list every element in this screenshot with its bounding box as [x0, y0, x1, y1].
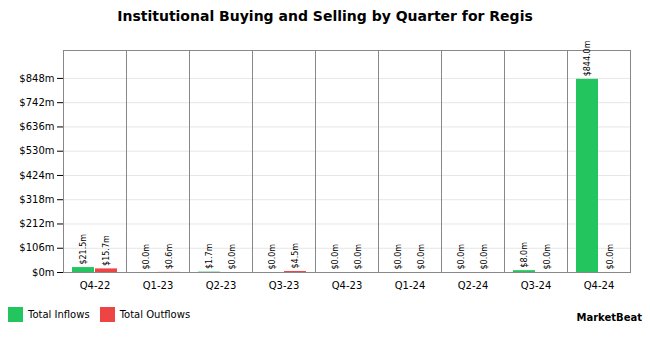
svg-text:$318m: $318m — [19, 194, 54, 205]
html-text:Total Outflows: Total Outflows — [119, 309, 191, 320]
svg-text:$4.5m: $4.5m — [291, 243, 300, 269]
svg-text:Q4-23: Q4-23 — [332, 280, 363, 291]
svg-text:$848m: $848m — [19, 73, 54, 84]
svg-text:$0.0m: $0.0m — [228, 244, 237, 270]
svg-text:$0.0m: $0.0m — [142, 244, 151, 270]
svg-text:$0.0m: $0.0m — [394, 244, 403, 270]
svg-text:$0m: $0m — [32, 267, 54, 278]
svg-text:Q1-23: Q1-23 — [143, 280, 174, 291]
svg-text:$636m: $636m — [19, 121, 54, 132]
svg-text:Q2-24: Q2-24 — [458, 280, 489, 291]
svg-text:Q1-24: Q1-24 — [395, 280, 426, 291]
svg-text:$212m: $212m — [19, 218, 54, 229]
html-text:Institutional Buying and Selli: Institutional Buying and Selling by Quar… — [117, 8, 533, 24]
svg-text:$0.0m: $0.0m — [543, 244, 552, 270]
svg-text:$106m: $106m — [19, 242, 54, 253]
html-text:Total Inflows: Total Inflows — [28, 309, 90, 320]
svg-text:$8.0m: $8.0m — [520, 242, 529, 268]
svg-text:Q4-24: Q4-24 — [584, 280, 615, 291]
svg-text:Q3-24: Q3-24 — [521, 280, 552, 291]
svg-text:$742m: $742m — [19, 97, 54, 108]
svg-text:$844.0m: $844.0m — [583, 40, 592, 76]
svg-text:$0.0m: $0.0m — [354, 244, 363, 270]
svg-text:Q4-22: Q4-22 — [80, 280, 111, 291]
svg-text:$0.0m: $0.0m — [331, 244, 340, 270]
svg-text:$15.7m: $15.7m — [102, 235, 111, 266]
svg-text:$0.0m: $0.0m — [457, 244, 466, 270]
svg-text:$0.0m: $0.0m — [417, 244, 426, 270]
svg-text:$21.5m: $21.5m — [79, 234, 88, 265]
svg-text:$1.7m: $1.7m — [205, 243, 214, 269]
svg-text:Q2-23: Q2-23 — [206, 280, 237, 291]
html-text:MarketBeat: MarketBeat — [576, 311, 642, 323]
svg-text:$0.0m: $0.0m — [606, 244, 615, 270]
svg-text:$424m: $424m — [19, 170, 54, 181]
svg-text:Q3-23: Q3-23 — [269, 280, 300, 291]
svg-text:$0.0m: $0.0m — [268, 244, 277, 270]
svg-text:$0.0m: $0.0m — [480, 244, 489, 270]
svg-text:$530m: $530m — [19, 145, 54, 156]
svg-text:$0.6m: $0.6m — [165, 244, 174, 270]
